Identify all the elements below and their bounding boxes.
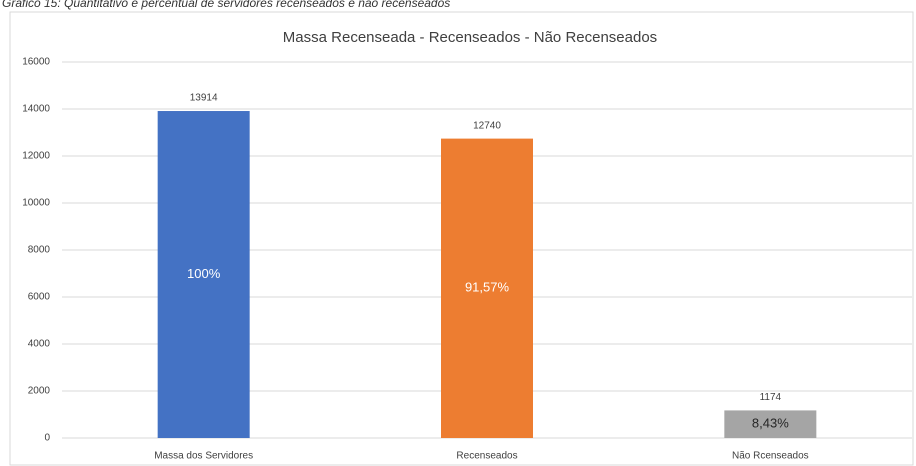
data-label: 1174 bbox=[760, 392, 782, 403]
bar bbox=[157, 111, 250, 439]
x-tick-label: Massa dos Servidores bbox=[154, 451, 253, 462]
data-label: 13914 bbox=[190, 93, 218, 104]
y-tick-label: 6000 bbox=[28, 292, 51, 303]
chart-title: Massa Recenseada - Recenseados - Não Rec… bbox=[283, 29, 657, 46]
y-tick-label: 16000 bbox=[22, 57, 50, 68]
y-tick-label: 2000 bbox=[28, 386, 51, 397]
x-tick-label: Não Rcenseados bbox=[732, 451, 809, 462]
x-tick-label: Recenseados bbox=[456, 451, 517, 462]
y-tick-label: 8000 bbox=[28, 245, 51, 256]
y-tick-label: 4000 bbox=[28, 339, 51, 350]
y-tick-label: 0 bbox=[44, 433, 50, 444]
inner-label: 8,43% bbox=[752, 416, 789, 431]
inner-label: 100% bbox=[187, 266, 221, 281]
inner-label: 91,57% bbox=[465, 280, 510, 295]
bar bbox=[441, 138, 533, 439]
y-tick-label: 10000 bbox=[22, 198, 50, 209]
bar bbox=[724, 410, 817, 438]
y-tick-label: 12000 bbox=[22, 151, 50, 162]
y-tick-label: 14000 bbox=[22, 104, 50, 115]
caption: Gráfico 15: Quantitativo e percentual de… bbox=[2, 0, 450, 10]
data-label: 12740 bbox=[473, 120, 501, 131]
